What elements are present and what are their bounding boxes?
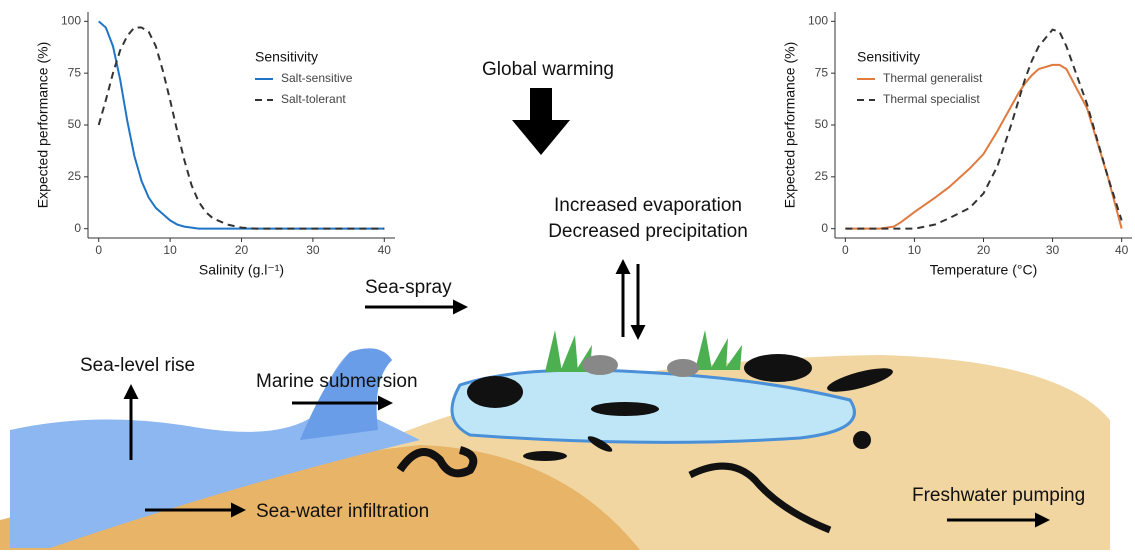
y-tick-label: 0 [821,221,828,235]
legend-label: Thermal generalist [883,71,983,85]
label: Sea-level rise [80,355,195,376]
global-warming-arrow [512,88,570,155]
x-tick-label: 10 [908,243,922,257]
legend-label: Thermal specialist [883,92,980,106]
x-tick-label: 20 [235,243,249,257]
legend-title: Sensitivity [857,49,920,65]
y-tick-label: 100 [61,14,81,28]
x-axis-label: Temperature (°C) [930,262,1038,278]
label: Increased evaporation [554,195,742,216]
label: Global warming [482,59,614,80]
x-tick-label: 30 [306,243,320,257]
figure: Global warming Increased evaporation Dec… [0,0,1135,550]
series-line [99,21,385,228]
y-tick-label: 75 [68,65,82,79]
x-axis-label: Salinity (g.l⁻¹) [199,262,284,278]
y-tick-label: 75 [815,65,829,79]
y-axis-label: Expected performance (%) [35,42,51,209]
series-line [99,28,385,229]
x-tick-label: 30 [1046,243,1060,257]
y-axis-label: Expected performance (%) [782,42,798,209]
x-tick-label: 10 [163,243,177,257]
legend-title: Sensitivity [255,49,318,65]
label: Sea-spray [365,277,452,298]
y-tick-label: 0 [74,221,81,235]
label: Freshwater pumping [912,485,1085,506]
legend-label: Salt-sensitive [281,71,353,85]
scene [0,88,1110,550]
series-line [845,65,1121,229]
label: Marine submersion [256,371,418,392]
x-tick-label: 0 [95,243,102,257]
x-tick-label: 40 [1115,243,1129,257]
label: Decreased precipitation [548,221,748,242]
x-tick-label: 20 [977,243,991,257]
y-tick-label: 50 [68,117,82,131]
y-tick-label: 50 [815,117,829,131]
x-tick-label: 0 [842,243,849,257]
y-tick-label: 100 [808,14,828,28]
reeds [545,330,742,377]
y-tick-label: 25 [815,169,829,183]
legend-label: Salt-tolerant [281,92,346,106]
x-tick-label: 40 [378,243,392,257]
y-tick-label: 25 [68,169,82,183]
label: Sea-water infiltration [256,501,429,522]
